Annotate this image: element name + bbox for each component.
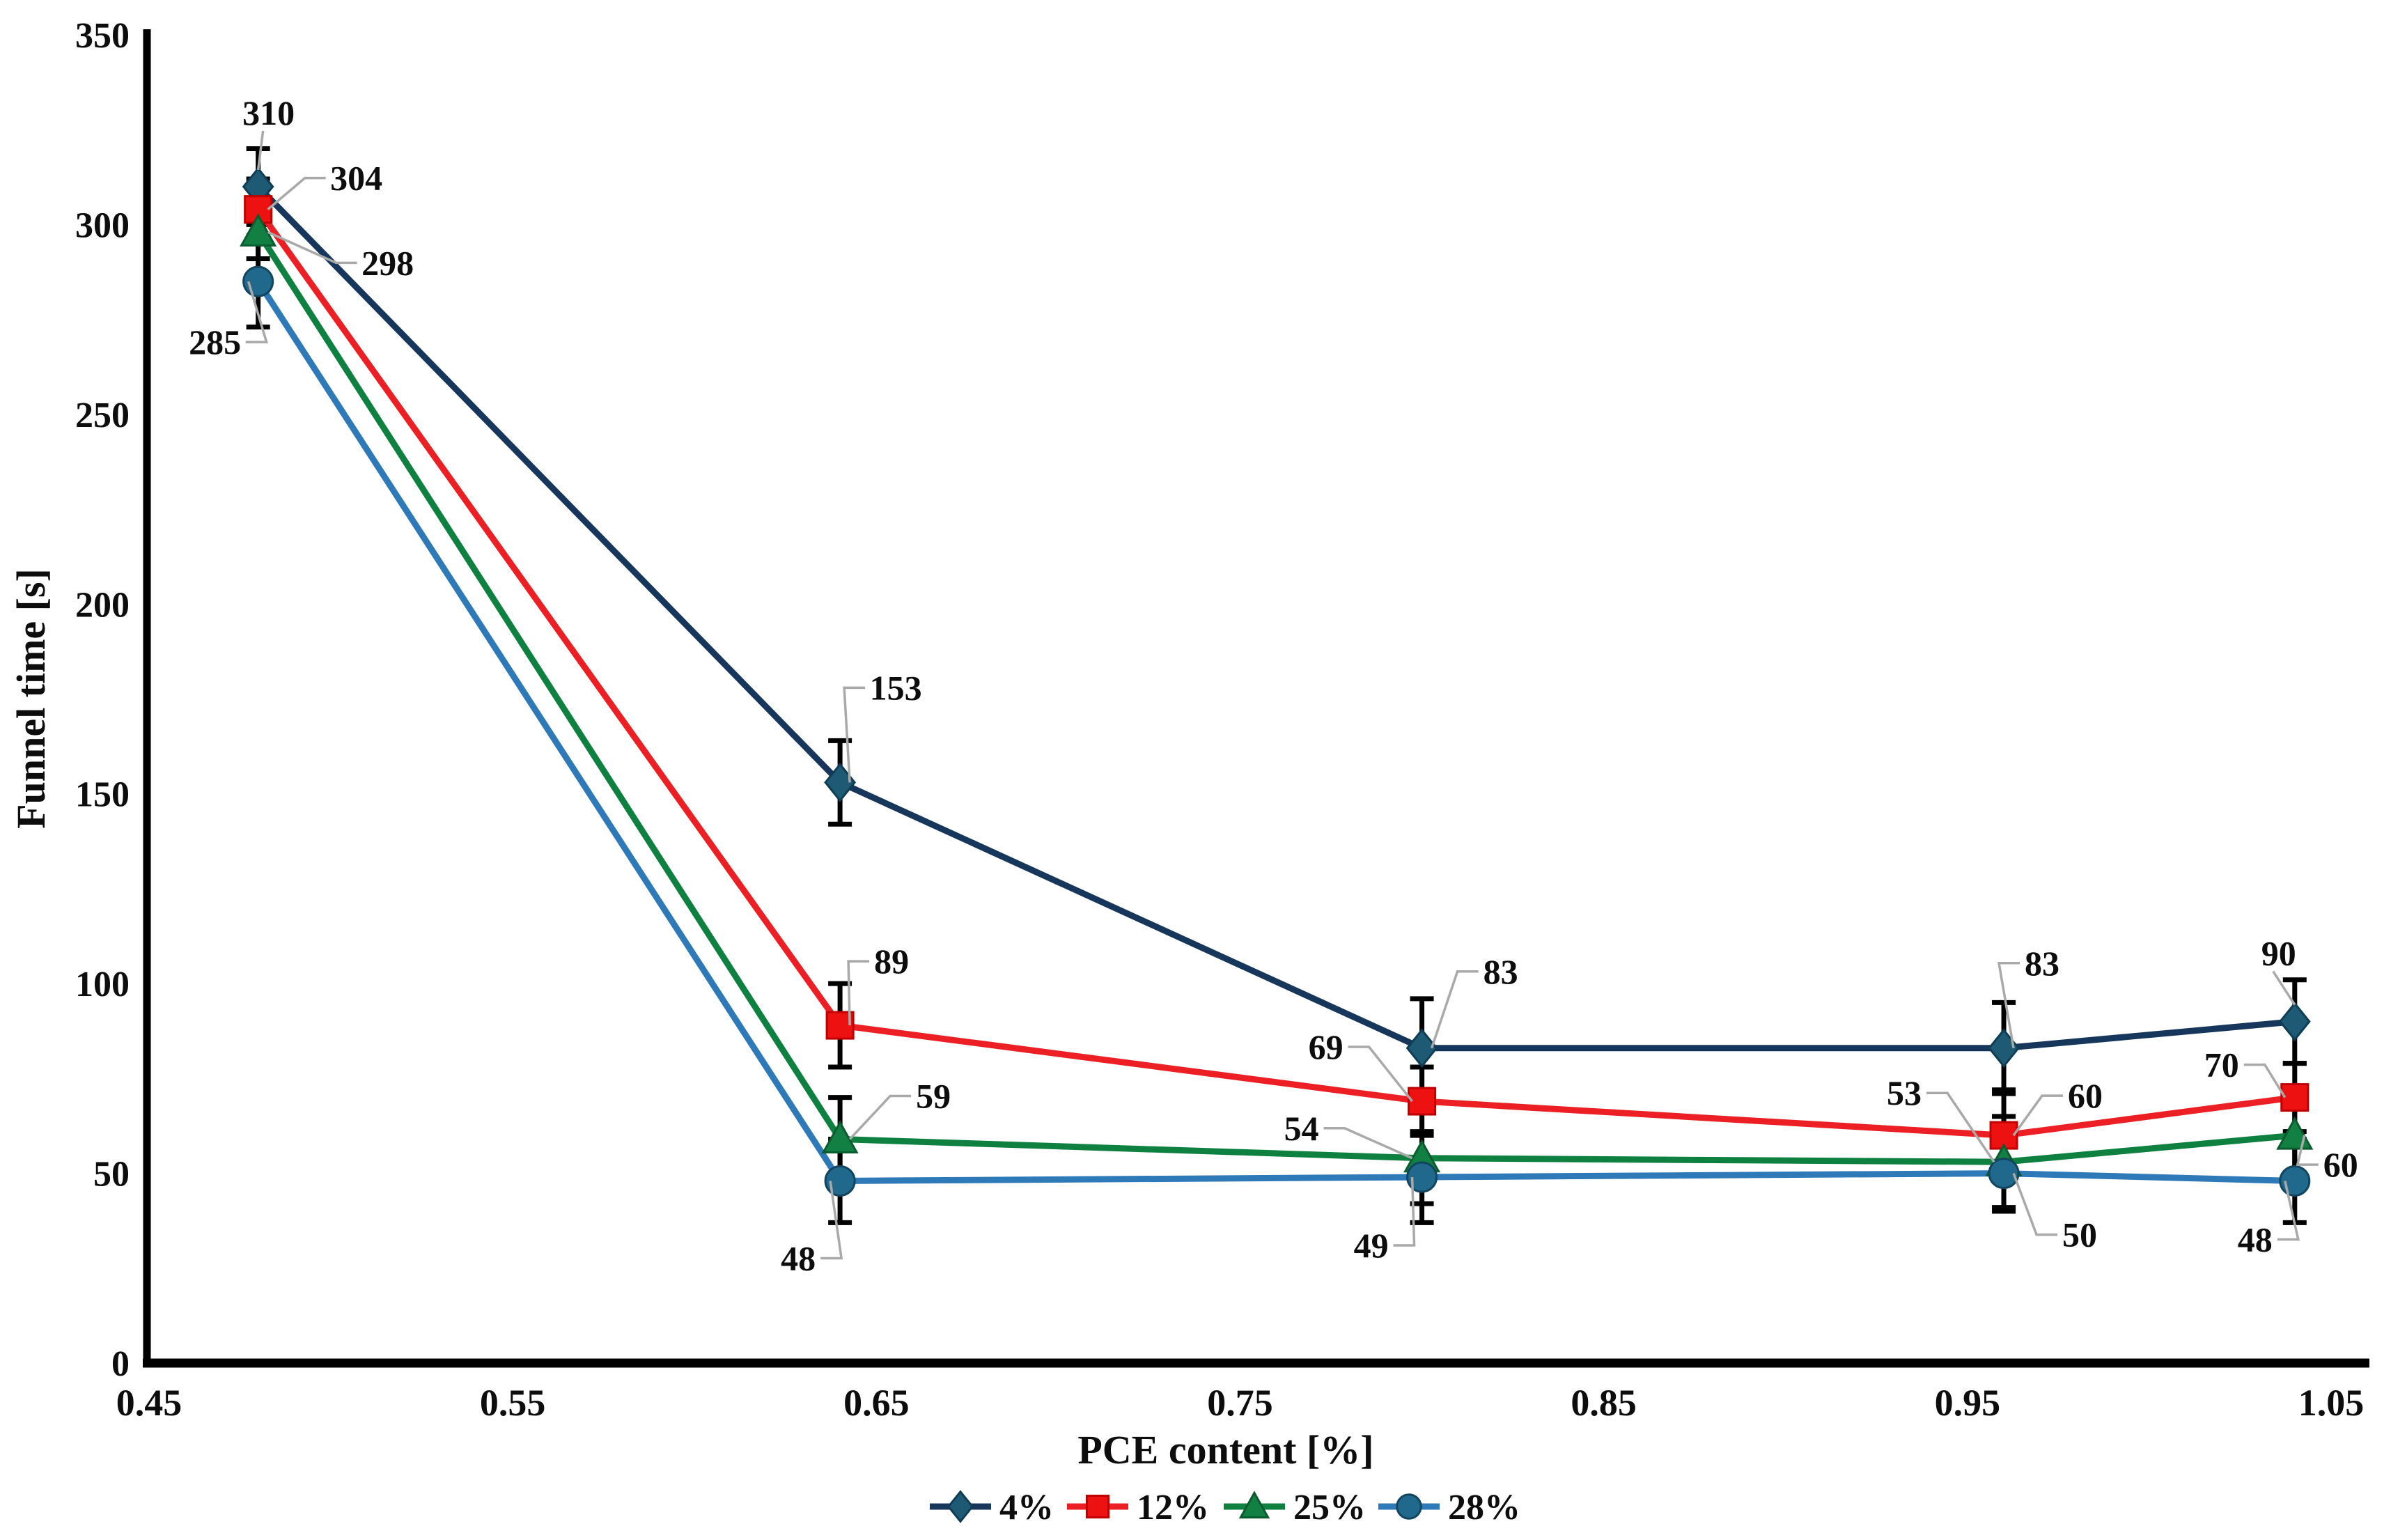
data-label: 310 — [242, 93, 295, 132]
data-label-leader — [2243, 1063, 2287, 1098]
y-tick-label: 150 — [75, 775, 130, 815]
data-label: 83 — [1483, 952, 1518, 991]
y-tick-label: 200 — [75, 585, 130, 625]
data-label: 298 — [361, 243, 414, 282]
data-label-leader — [2272, 970, 2296, 1006]
data-label-leader — [2012, 1094, 2064, 1137]
y-tick-label: 250 — [75, 396, 130, 435]
data-label: 59 — [916, 1077, 951, 1116]
diamond-marker-4% — [1988, 1028, 2020, 1068]
legend-square-icon — [1085, 1494, 1110, 1519]
legend-label-28%: 28% — [1448, 1488, 1520, 1527]
x-tick-label: 0.75 — [1207, 1382, 1273, 1424]
data-label: 90 — [2261, 934, 2296, 973]
square-marker-12% — [1408, 1087, 1437, 1116]
x-tick-label: 0.45 — [116, 1382, 182, 1424]
y-tick-label: 100 — [75, 965, 130, 1004]
data-label-leader — [267, 231, 357, 265]
data-label: 285 — [189, 322, 241, 361]
diamond-marker-4% — [2278, 1002, 2311, 1042]
data-label-leader — [2012, 1172, 2058, 1236]
series-line-12% — [255, 208, 2296, 1139]
data-label-leader — [1348, 1045, 1413, 1103]
data-label: 48 — [2238, 1220, 2273, 1259]
circle-marker-28% — [2279, 1165, 2311, 1197]
triangle-marker-25% — [240, 213, 277, 247]
data-label-leader — [1926, 1091, 1995, 1163]
data-label-leader — [2296, 1135, 2319, 1166]
data-label: 53 — [1887, 1073, 1922, 1112]
series-line-25% — [255, 230, 2296, 1165]
circle-marker-28% — [1988, 1158, 2020, 1190]
data-label: 83 — [2025, 944, 2059, 983]
data-label: 304 — [330, 159, 382, 198]
x-axis-title: PCE content [%] — [1077, 1427, 1373, 1472]
data-label: 89 — [874, 942, 909, 981]
data-label-leader — [256, 130, 265, 171]
x-tick-label: 0.85 — [1571, 1382, 1637, 1424]
data-label: 60 — [2323, 1145, 2358, 1184]
x-tick-label: 0.65 — [843, 1382, 910, 1424]
data-label: 60 — [2068, 1076, 2103, 1115]
y-tick-label: 0 — [111, 1344, 130, 1384]
data-label-leader — [1393, 1176, 1416, 1247]
triangle-marker-25% — [821, 1120, 859, 1154]
data-label: 153 — [870, 668, 922, 707]
square-marker-12% — [2280, 1083, 2310, 1112]
legend-diamond-icon — [947, 1490, 974, 1523]
legend-label-25%: 25% — [1293, 1488, 1366, 1527]
circle-marker-28% — [824, 1165, 856, 1197]
data-label-leader — [843, 686, 866, 783]
y-axis-title: Funnel time [s] — [8, 568, 54, 829]
y-tick-label: 300 — [75, 205, 130, 245]
data-label: 69 — [1309, 1027, 1344, 1066]
data-label-leader — [847, 960, 870, 1026]
legend-label-12%: 12% — [1137, 1488, 1209, 1527]
y-tick-label: 50 — [93, 1155, 130, 1195]
y-tick-label: 350 — [75, 16, 130, 56]
x-tick-label: 0.55 — [480, 1382, 546, 1424]
diamond-marker-4% — [1405, 1028, 1438, 1068]
data-label-leader — [245, 281, 268, 343]
x-tick-label: 0.95 — [1935, 1382, 2001, 1424]
x-tick-label: 1.05 — [2298, 1382, 2365, 1424]
circle-marker-28% — [1406, 1161, 1438, 1193]
data-label: 49 — [1354, 1226, 1389, 1265]
legend-triangle-icon — [1238, 1491, 1270, 1519]
circle-marker-28% — [242, 265, 274, 297]
data-label-leader — [1323, 1127, 1413, 1160]
data-label: 70 — [2204, 1045, 2239, 1084]
legend-circle-icon — [1396, 1493, 1422, 1520]
data-label-leader — [848, 1094, 912, 1140]
data-label: 48 — [781, 1238, 816, 1277]
series-line-4% — [256, 184, 2296, 1052]
data-label: 54 — [1284, 1109, 1319, 1148]
data-label: 50 — [2062, 1215, 2097, 1254]
data-label-leader — [820, 1181, 843, 1260]
data-label-leader — [1430, 970, 1479, 1049]
data-label-leader — [1997, 962, 2020, 1049]
data-label-leader — [2277, 1181, 2300, 1241]
data-label-leader — [267, 176, 326, 210]
legend-label-4%: 4% — [999, 1488, 1054, 1527]
